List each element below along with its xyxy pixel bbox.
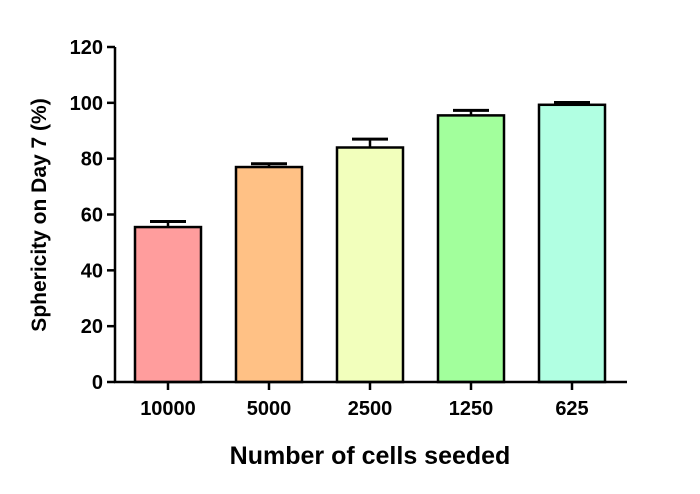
y-tick-label: 0 xyxy=(92,372,103,394)
x-tick-label: 1250 xyxy=(449,398,494,420)
error-bars-layer xyxy=(150,101,590,228)
y-axis-title: Sphericity on Day 7 (%) xyxy=(28,98,51,331)
bar-625 xyxy=(537,103,607,384)
y-tick-label: 60 xyxy=(81,205,103,227)
bar-1250 xyxy=(436,114,506,384)
bar-10000 xyxy=(133,225,203,384)
bar-2500 xyxy=(335,146,405,384)
y-ticks-layer: 0 20 40 60 80 100 120 xyxy=(70,37,115,394)
x-tick-label: 625 xyxy=(555,398,588,420)
x-axis-title: Number of cells seeded xyxy=(230,442,511,470)
y-tick-label: 40 xyxy=(81,260,103,282)
y-tick-label: 120 xyxy=(70,37,103,59)
x-tick-label: 10000 xyxy=(140,398,196,420)
y-tick-label: 100 xyxy=(70,93,103,115)
y-tick-label: 20 xyxy=(81,316,103,338)
y-tick-label: 80 xyxy=(81,149,103,171)
x-tick-label: 2500 xyxy=(348,398,393,420)
bar-5000 xyxy=(234,165,304,384)
x-tick-label: 5000 xyxy=(247,398,292,420)
x-ticks-layer: 10000 5000 2500 1250 625 xyxy=(140,382,589,420)
